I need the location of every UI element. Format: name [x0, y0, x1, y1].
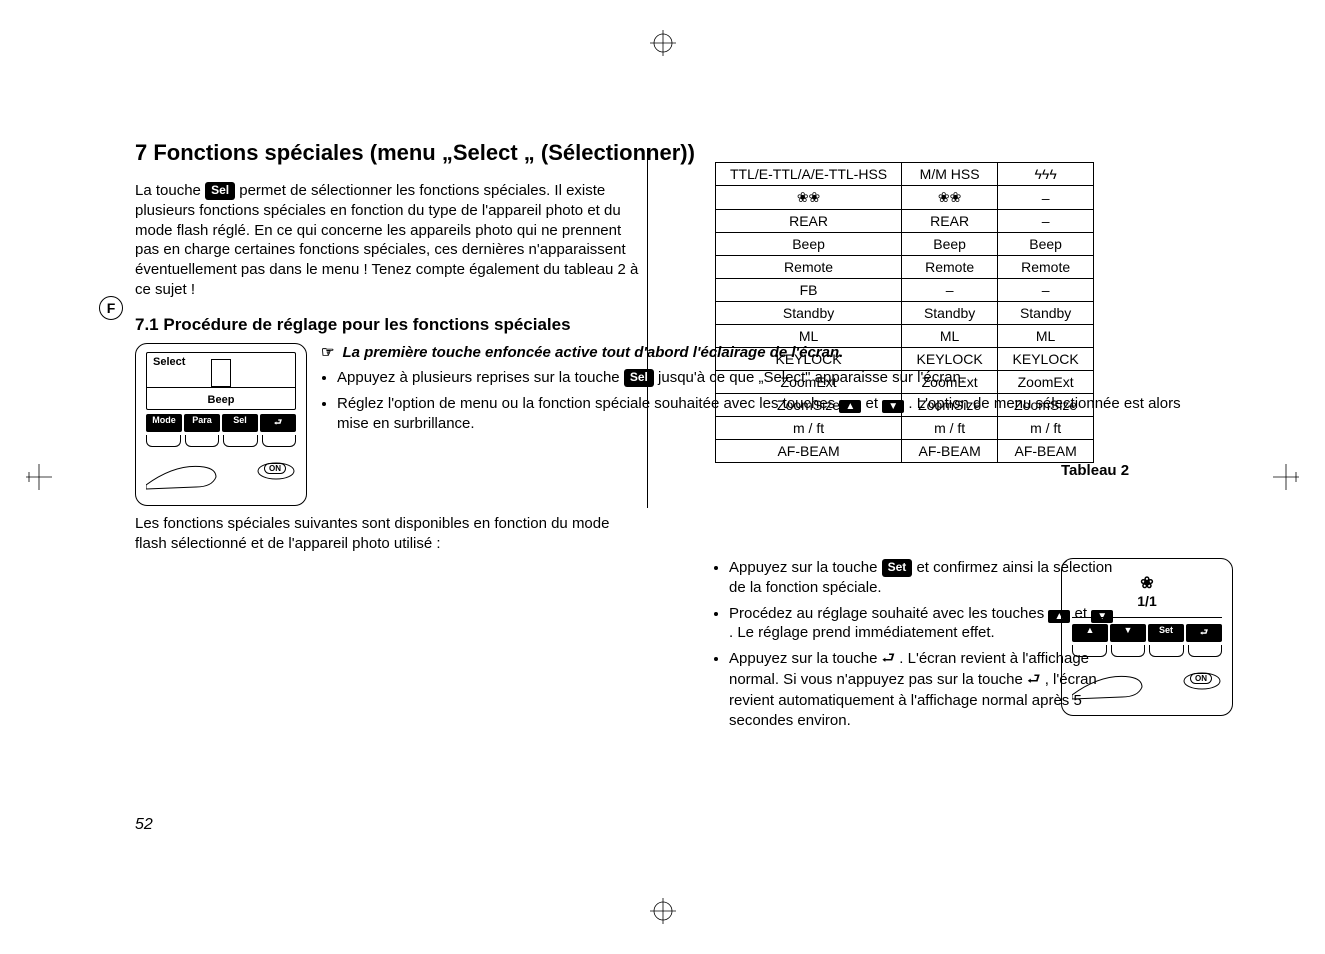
table-cell: AF-BEAM — [998, 440, 1094, 463]
sel-button-chip: Sel — [205, 182, 235, 200]
softkey-return: ⮐ — [260, 414, 296, 432]
table-cell: KEYLOCK — [902, 348, 998, 371]
table-cell: ZoomSize — [716, 394, 902, 417]
table-cell: AF-BEAM — [902, 440, 998, 463]
table-cell: ZoomSize — [902, 394, 998, 417]
table-row: AF-BEAMAF-BEAMAF-BEAM — [716, 440, 1094, 463]
on-switch-label: ON — [1190, 673, 1212, 684]
table-cell: Standby — [716, 302, 902, 325]
table-cell: ❀❀ — [716, 186, 902, 210]
table-cell: ML — [902, 325, 998, 348]
table-cell: m / ft — [998, 417, 1094, 440]
table-cell: ML — [716, 325, 902, 348]
intro-text-a: La touche — [135, 182, 205, 199]
table-cell: ϟϟϟ — [998, 163, 1094, 186]
table-cell: m / ft — [716, 417, 902, 440]
table-caption: Tableau 2 — [1061, 462, 1129, 479]
lcd-screen: Select Beep — [146, 352, 296, 410]
table-cell: REAR — [902, 210, 998, 233]
bullet-return: Appuyez sur la touche ⮐ . L'écran revien… — [729, 649, 1115, 730]
crop-mark-right — [1273, 464, 1299, 490]
table-cell: Remote — [902, 256, 998, 279]
table-cell: Remote — [716, 256, 902, 279]
table-cell: ❀❀ — [902, 186, 998, 210]
table-cell: REAR — [716, 210, 902, 233]
crop-mark-top — [650, 30, 676, 56]
softkey-return: ⮐ — [1186, 624, 1222, 642]
table-row: StandbyStandbyStandby — [716, 302, 1094, 325]
crop-mark-bottom — [650, 898, 676, 924]
softkey-row: Mode Para Sel ⮐ — [146, 414, 296, 432]
table-cell: ZoomExt — [998, 371, 1094, 394]
lcd-illustration-ratio: ❀ 1/1 ▲ ▼ Set ⮐ ON — [1061, 558, 1233, 716]
softkey-mode: Mode — [146, 414, 182, 432]
lcd-beep-label: Beep — [208, 394, 235, 406]
lcd-select-label: Select — [153, 356, 185, 368]
table-cell: Beep — [902, 233, 998, 256]
after-paragraph: Les fonctions spéciales suivantes sont d… — [135, 514, 643, 554]
bullet-adjust-arrows: Procédez au réglage souhaité avec les to… — [729, 604, 1115, 644]
table-cell: Standby — [902, 302, 998, 325]
on-switch-label: ON — [264, 463, 286, 474]
hand-illustration: ON — [1072, 667, 1222, 701]
column-divider — [647, 148, 648, 508]
table-row: TTL/E-TTL/A/E-TTL-HSSM/M HSSϟϟϟ — [716, 163, 1094, 186]
table-row: KEYLOCKKEYLOCKKEYLOCK — [716, 348, 1094, 371]
pointer-icon: ☞ — [321, 343, 334, 363]
table-cell: ML — [998, 325, 1094, 348]
table-cell: KEYLOCK — [716, 348, 902, 371]
lcd-midline — [147, 387, 295, 388]
table-row: ZoomExtZoomExtZoomExt — [716, 371, 1094, 394]
softkey-para: Para — [184, 414, 220, 432]
softkey-down: ▼ — [1110, 624, 1146, 642]
softkey-row: ▲ ▼ Set ⮐ — [1072, 624, 1222, 642]
ratio-value: 1/1 — [1072, 593, 1222, 609]
table-cell: ZoomExt — [902, 371, 998, 394]
table-cell: FB — [716, 279, 902, 302]
intro-paragraph: La touche Sel permet de sélectionner les… — [135, 181, 643, 300]
special-functions-table: TTL/E-TTL/A/E-TTL-HSSM/M HSSϟϟϟ❀❀❀❀–REAR… — [715, 162, 1094, 463]
return-icon: ⮐ — [1027, 671, 1041, 691]
flower-icon: ❀ — [1072, 573, 1222, 593]
bullet-press-set: Appuyez sur la touche Set et confirmez a… — [729, 558, 1115, 598]
set-button-chip: Set — [882, 559, 913, 577]
page-number: 52 — [135, 816, 153, 834]
softkey-up: ▲ — [1072, 624, 1108, 642]
table-cell: – — [998, 210, 1094, 233]
table-cell: KEYLOCK — [998, 348, 1094, 371]
softkey-set: Set — [1148, 624, 1184, 642]
table-row: MLMLML — [716, 325, 1094, 348]
hardware-button-row — [146, 435, 296, 447]
table-row: BeepBeepBeep — [716, 233, 1094, 256]
table-row: m / ftm / ftm / ft — [716, 417, 1094, 440]
table-row: RemoteRemoteRemote — [716, 256, 1094, 279]
crop-mark-left — [26, 464, 52, 490]
table-cell: m / ft — [902, 417, 998, 440]
table-cell: ZoomExt — [716, 371, 902, 394]
table-row: ❀❀❀❀– — [716, 186, 1094, 210]
language-badge: F — [99, 296, 123, 320]
table-cell: Beep — [716, 233, 902, 256]
table-cell: Remote — [998, 256, 1094, 279]
softkey-sel: Sel — [222, 414, 258, 432]
table-row: ZoomSizeZoomSizeZoomSize — [716, 394, 1094, 417]
table-cell: Standby — [998, 302, 1094, 325]
table-cell: – — [998, 186, 1094, 210]
hardware-button-row — [1072, 645, 1222, 657]
table-cell: M/M HSS — [902, 163, 998, 186]
table-cell: AF-BEAM — [716, 440, 902, 463]
table-cell: TTL/E-TTL/A/E-TTL-HSS — [716, 163, 902, 186]
table-cell: – — [902, 279, 998, 302]
table-cell: – — [998, 279, 1094, 302]
table-cell: ZoomSize — [998, 394, 1094, 417]
lcd-illustration-select: Select Beep Mode Para Sel ⮐ ON — [135, 343, 307, 506]
table-cell: Beep — [998, 233, 1094, 256]
return-icon: ⮐ — [882, 650, 896, 670]
table-row: REARREAR– — [716, 210, 1094, 233]
sel-button-chip: Sel — [624, 369, 654, 387]
lcd-icon-box — [211, 359, 231, 387]
hand-illustration: ON — [146, 457, 296, 491]
table-row: FB–– — [716, 279, 1094, 302]
